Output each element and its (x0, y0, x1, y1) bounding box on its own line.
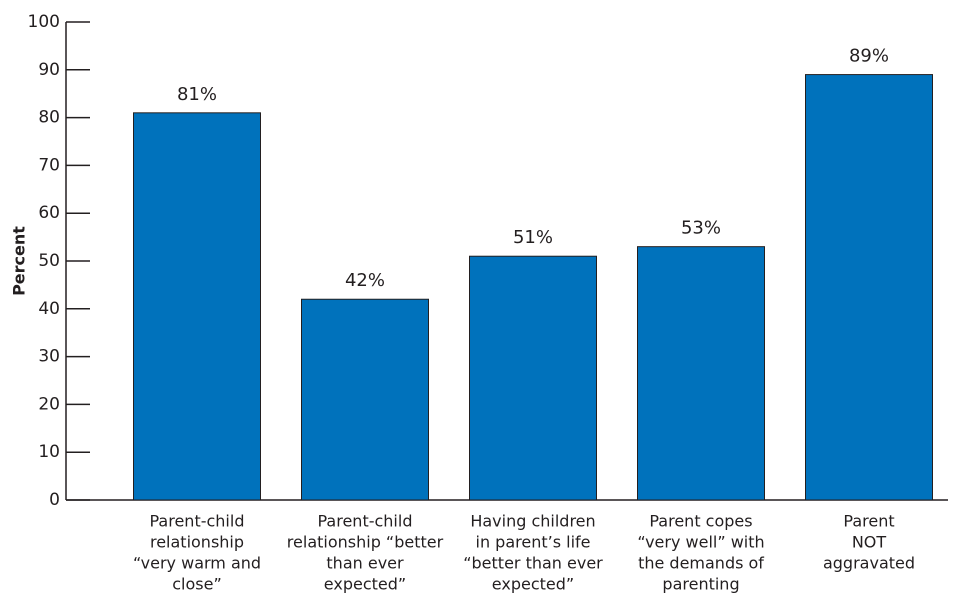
x-tick-label: in parent’s life (476, 533, 591, 552)
y-tick-label: 20 (38, 394, 60, 414)
x-tick-label: Parent-child (318, 512, 413, 531)
bar (133, 112, 261, 501)
bar (637, 246, 765, 501)
x-tick-label: relationship “better (287, 533, 444, 552)
x-tick-label: Parent (843, 512, 894, 531)
x-tick-label: close” (172, 575, 222, 594)
x-tick-label: Parent-child (150, 512, 245, 531)
x-tick-label: NOT (852, 533, 887, 552)
y-axis-label: Percent (10, 226, 29, 296)
y-tick-label: 60 (38, 203, 60, 223)
y-tick-label: 50 (38, 251, 60, 271)
x-tick-label: expected” (492, 575, 574, 594)
value-label: 53% (681, 218, 721, 239)
x-tick-label: parenting (662, 575, 739, 594)
x-tick-label: “better than ever (463, 554, 603, 573)
y-tick-label: 40 (38, 299, 60, 319)
value-label: 89% (849, 46, 889, 67)
x-tick-label: “very warm and (133, 554, 261, 573)
y-tick-label: 80 (38, 108, 60, 128)
x-tick-label: the demands of (638, 554, 764, 573)
y-tick-label: 0 (49, 490, 60, 510)
value-label: 51% (513, 227, 553, 248)
x-tick-label: relationship (150, 533, 244, 552)
bar (469, 255, 597, 501)
x-tick-label: “very well” with (637, 533, 764, 552)
x-tick-label: Having children (470, 512, 595, 531)
bar (301, 298, 429, 501)
x-tick-label: expected” (324, 575, 406, 594)
value-label: 42% (345, 270, 385, 291)
y-tick-label: 30 (38, 347, 60, 367)
y-tick-label: 70 (38, 155, 60, 175)
x-tick-label: than ever (326, 554, 404, 573)
y-tick-label: 90 (38, 60, 60, 80)
value-label: 81% (177, 84, 217, 105)
x-tick-label: aggravated (823, 554, 915, 573)
y-tick-label: 100 (28, 12, 60, 32)
x-tick-label: Parent copes (649, 512, 752, 531)
bar (805, 74, 933, 501)
y-tick-label: 10 (38, 442, 60, 462)
